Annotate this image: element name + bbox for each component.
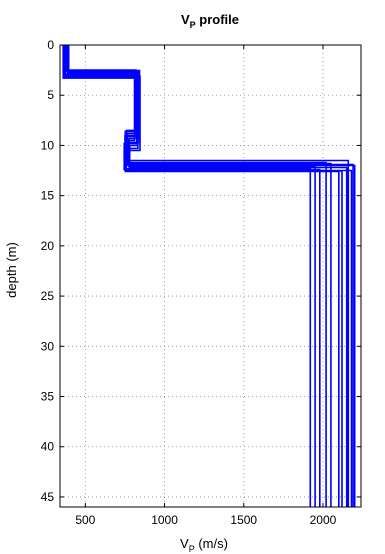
- chart-title: VP profile: [181, 12, 239, 30]
- vp-profile-line: [66, 45, 356, 507]
- vp-profile-line: [64, 45, 353, 507]
- vp-profile-line: [66, 45, 327, 507]
- vp-profile-line: [67, 45, 321, 507]
- vp-profile-line: [64, 45, 340, 507]
- vp-profile-line: [63, 45, 343, 507]
- y-tick-label: 35: [41, 390, 55, 404]
- profile-lines: [62, 45, 356, 507]
- y-tick-label: 30: [41, 339, 55, 353]
- y-tick-label: 25: [41, 289, 55, 303]
- x-tick-label: 500: [75, 513, 95, 527]
- x-tick-label: 1000: [151, 513, 178, 527]
- vp-profile-line: [67, 45, 348, 507]
- y-tick-label: 0: [47, 38, 54, 52]
- vp-profile-line: [64, 45, 312, 507]
- vp-profile-line: [62, 45, 350, 507]
- axis-ticks: [60, 44, 361, 507]
- y-tick-label: 40: [41, 440, 55, 454]
- y-axis-label: depth (m): [4, 242, 19, 298]
- plot-frame: [59, 44, 362, 508]
- y-tick-label: 20: [41, 239, 55, 253]
- x-tick-label: 2000: [310, 513, 337, 527]
- x-tick-label: 1500: [230, 513, 257, 527]
- y-tick-labels: 0 5 10 15 20 25 30 35 40 45: [41, 38, 55, 504]
- y-tick-label: 15: [41, 189, 55, 203]
- vp-profile-line: [65, 45, 316, 507]
- vp-profile-line: [65, 45, 354, 507]
- x-tick-labels: 500 1000 1500 2000: [75, 513, 336, 527]
- vp-profile-line: [63, 45, 332, 507]
- y-tick-label: 10: [41, 138, 55, 152]
- y-tick-label: 5: [47, 88, 54, 102]
- y-tick-label: 45: [41, 490, 55, 504]
- x-axis-label: VP (m/s): [180, 536, 228, 554]
- grid-lines: [60, 44, 361, 507]
